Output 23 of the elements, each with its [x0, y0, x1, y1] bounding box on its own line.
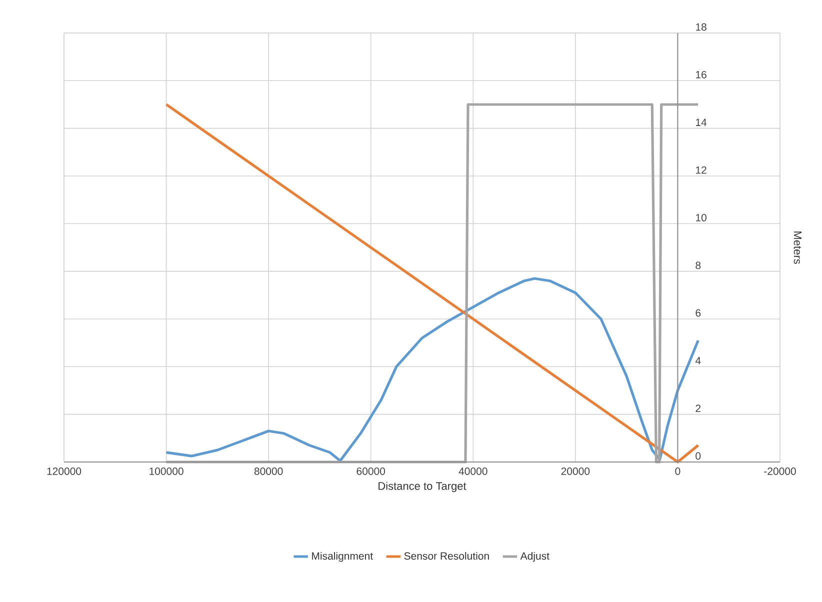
- y-axis-title: Meters: [794, 232, 802, 264]
- y-tick-label: 16: [696, 70, 706, 78]
- x-tick-label: 80000: [254, 468, 283, 475]
- x-tick-label: 20000: [561, 468, 590, 475]
- y-tick-label: 10: [696, 214, 706, 222]
- x-tick-label: 40000: [458, 468, 488, 475]
- x-tick-label: 120000: [47, 468, 82, 475]
- legend-label: Misalignment: [312, 552, 373, 562]
- y-tick-label: 2: [696, 404, 701, 412]
- legend-label: Sensor Resolution: [404, 552, 489, 560]
- y-tick-label: 18: [696, 23, 706, 31]
- y-tick-label: 8: [696, 262, 701, 270]
- x-tick-label: 0: [675, 468, 680, 475]
- x-tick-label: 100000: [150, 468, 184, 475]
- y-tick-label: 0: [696, 452, 701, 460]
- x-tick-label: -20000: [764, 468, 796, 475]
- legend-label: Adjust: [520, 552, 550, 562]
- x-axis-title: Distance to Target: [378, 482, 466, 492]
- y-tick-label: 6: [696, 309, 701, 317]
- y-tick-label: 14: [696, 118, 707, 126]
- x-tick-label: 60000: [356, 468, 386, 475]
- y-tick-label: 12: [696, 166, 706, 174]
- y-tick-label: 4: [695, 357, 701, 364]
